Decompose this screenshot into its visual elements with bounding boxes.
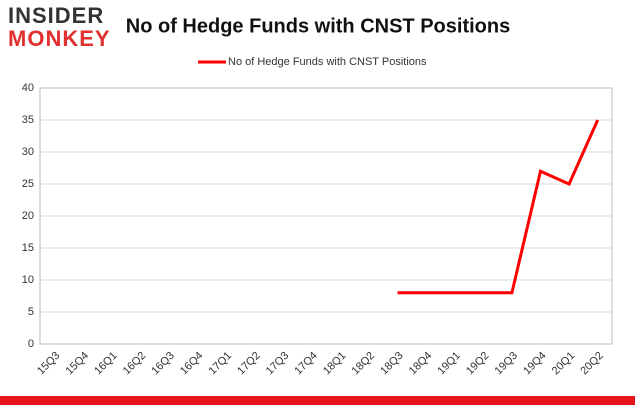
y-tick-label: 5 <box>28 306 34 318</box>
y-tick-label: 0 <box>28 338 34 350</box>
line <box>397 119 600 295</box>
y-tick-label: 15 <box>22 242 34 254</box>
chart-title: No of Hedge Funds with CNST Positions <box>126 15 510 37</box>
y-tick-label: 20 <box>22 210 34 222</box>
y-tick-label: 35 <box>22 114 34 126</box>
y-tick-label: 10 <box>22 274 34 286</box>
y-tick-label: 30 <box>22 146 34 158</box>
y-tick-label: 40 <box>22 82 34 94</box>
logo-line1: INSIDER <box>8 3 104 28</box>
legend-label: No of Hedge Funds with CNST Positions <box>228 56 427 68</box>
plot-border <box>39 87 613 345</box>
y-tick-label: 25 <box>22 178 34 190</box>
footer-bar <box>0 396 635 405</box>
logo-line2: MONKEY <box>8 26 111 51</box>
